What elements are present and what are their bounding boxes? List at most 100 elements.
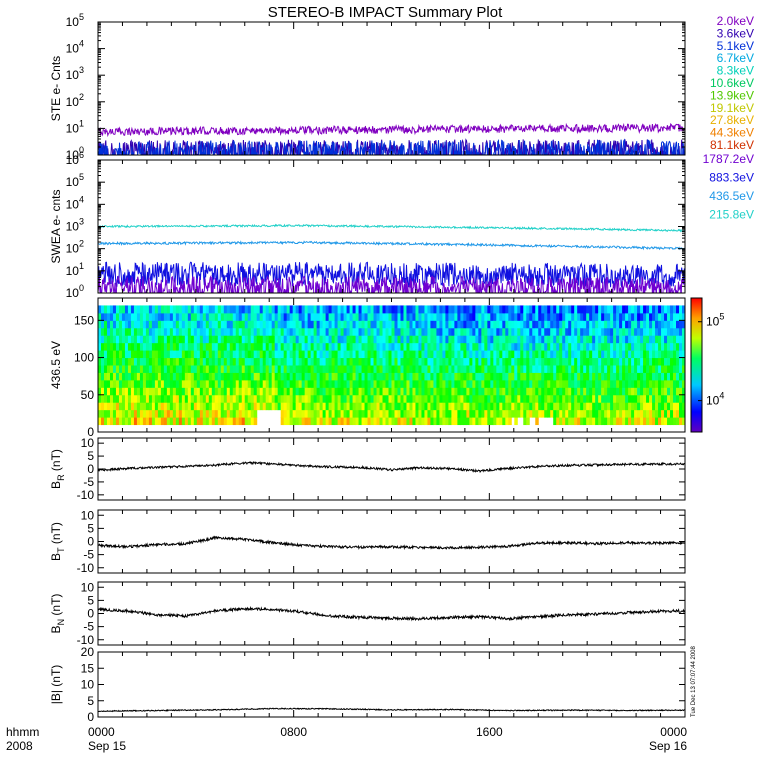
heatmap-cell [535, 379, 539, 388]
heatmap-cell [598, 305, 602, 314]
heatmap-cell [679, 394, 683, 403]
heatmap-cell [106, 402, 111, 411]
heatmap-cell [586, 417, 590, 426]
heatmap-cell [631, 372, 635, 381]
heatmap-cell [235, 394, 240, 403]
heatmap-cell [646, 372, 650, 381]
heatmap-cell [400, 379, 404, 388]
heatmap-cell [112, 365, 117, 373]
heatmap-cell [607, 387, 611, 396]
heatmap-cell [520, 402, 524, 411]
heatmap-cell [634, 402, 638, 411]
heatmap-cell [385, 327, 389, 336]
heatmap-cell [121, 417, 126, 426]
heatmap-cell [406, 335, 410, 344]
heatmap-cell [655, 417, 659, 426]
heatmap-cell [508, 394, 512, 403]
heatmap-cell [391, 312, 395, 321]
heatmap-cell [532, 357, 536, 366]
heatmap-cell [625, 365, 629, 373]
heatmap-cell [235, 409, 240, 418]
heatmap-cell [670, 372, 674, 381]
heatmap-cell [511, 394, 515, 403]
heatmap-cell [478, 312, 482, 321]
heatmap-cell [187, 417, 192, 426]
heatmap-cell [457, 305, 461, 314]
heatmap-cell [592, 357, 596, 366]
heatmap-cell [148, 409, 153, 418]
heatmap-cell [355, 365, 360, 373]
legend-entry: 10.6keV [710, 76, 754, 90]
heatmap-cell [295, 379, 300, 388]
heatmap-cell [310, 365, 315, 373]
heatmap-cell [178, 335, 183, 344]
heatmap-cell [262, 357, 267, 366]
heatmap-cell [196, 327, 201, 336]
heatmap-cell [169, 387, 174, 396]
heatmap-cell [199, 394, 204, 403]
heatmap-cell [604, 350, 608, 359]
heatmap-cell [592, 350, 596, 359]
heatmap-cell [370, 320, 375, 329]
series-ste-0 [98, 122, 685, 138]
heatmap-cell [601, 379, 605, 388]
heatmap-cell [106, 342, 111, 351]
heatmap-cell [574, 409, 578, 418]
heatmap-cell [334, 394, 339, 403]
heatmap-cell [175, 409, 180, 418]
heatmap-cell [364, 387, 369, 396]
heatmap-cell [625, 379, 629, 388]
heatmap-cell [205, 379, 210, 388]
heatmap-cell [100, 320, 105, 329]
heatmap-cell [616, 372, 620, 381]
heatmap-cell [121, 379, 126, 388]
heatmap-cell [613, 312, 617, 321]
heatmap-cell [247, 409, 252, 418]
heatmap-cell [274, 379, 279, 388]
heatmap-cell [331, 357, 336, 366]
heatmap-cell [514, 312, 518, 321]
heatmap-cell [562, 342, 566, 351]
heatmap-cell [634, 365, 638, 373]
series-bn [98, 605, 685, 622]
heatmap-cell [160, 312, 165, 321]
heatmap-cell [157, 417, 162, 426]
heatmap-cell [226, 409, 231, 418]
heatmap-cell [358, 357, 363, 366]
heatmap-cell [565, 372, 569, 381]
heatmap-cell [640, 342, 644, 351]
heatmap-cell [349, 387, 354, 396]
heatmap-cell [664, 402, 668, 411]
heatmap-cell [124, 342, 129, 351]
heatmap-cell [169, 372, 174, 381]
heatmap-cell [607, 305, 611, 314]
heatmap-cell [430, 409, 434, 418]
heatmap-cell [505, 320, 509, 329]
heatmap-cell [313, 417, 318, 426]
heatmap-cell [271, 320, 276, 329]
heatmap-cell [475, 417, 479, 426]
heatmap-cell [142, 417, 147, 426]
heatmap-cell [238, 402, 243, 411]
heatmap-cell [493, 365, 497, 373]
heatmap-cell [436, 394, 440, 403]
heatmap-cell [517, 402, 521, 411]
heatmap-cell [562, 365, 566, 373]
heatmap-cell [484, 372, 488, 381]
heatmap-cell [478, 394, 482, 403]
heatmap-cell [406, 417, 410, 426]
heatmap-cell [511, 312, 515, 321]
heatmap-cell [352, 417, 357, 426]
heatmap-cell [103, 335, 108, 344]
heatmap-cell [394, 305, 398, 314]
heatmap-cell [238, 305, 243, 314]
heatmap-cell [133, 372, 138, 381]
heatmap-cell [574, 372, 578, 381]
heatmap-cell [181, 305, 186, 314]
heatmap-cell [634, 350, 638, 359]
heatmap-cell [247, 305, 252, 314]
heatmap-cell [361, 387, 366, 396]
heatmap-cell [580, 387, 584, 396]
heatmap-cell [295, 372, 300, 381]
heatmap-cell [661, 417, 665, 426]
